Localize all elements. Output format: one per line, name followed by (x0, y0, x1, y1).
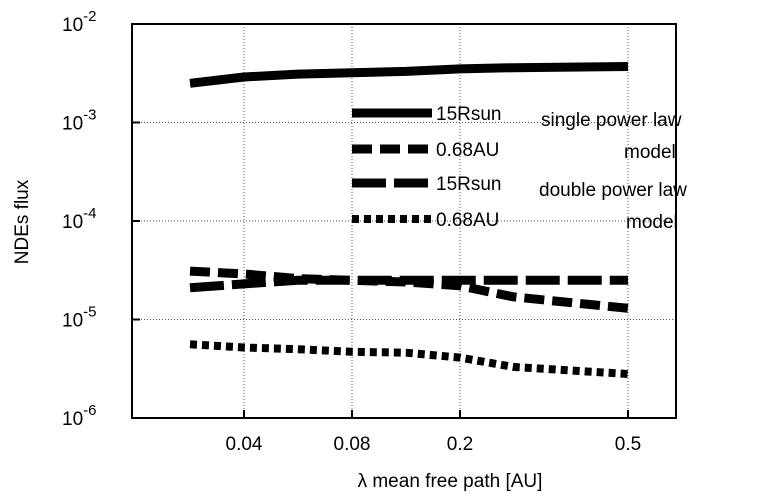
legend-series-label: 0.68AU (436, 140, 499, 161)
legend-model-subtitle: model (626, 212, 678, 233)
y-tick-exponent: -3 (83, 107, 96, 124)
legend-model-label: double power law (539, 180, 687, 201)
series-line-dashed (189, 266, 629, 313)
legend: 15Rsun 0.68AU 15Rsun 0.68AU single power law… (352, 104, 687, 233)
x-tick-label: 0.04 (226, 434, 263, 455)
y-tick-exponent: -4 (83, 205, 96, 222)
series-lines (189, 62, 629, 378)
grid (132, 24, 676, 418)
y-tick-base: 10 (62, 15, 83, 36)
y-tick-base: 10 (62, 311, 83, 332)
x-tick-label: 0.08 (334, 434, 371, 455)
y-tick-label: 10-6 (62, 402, 96, 430)
x-axis: 0.04 0.08 0.2 0.5 (226, 410, 641, 455)
y-tick-label: 10-2 (62, 8, 96, 36)
legend-series-label: 15Rsun (436, 174, 502, 195)
y-tick-base: 10 (62, 212, 83, 233)
y-tick-label: 10-4 (62, 205, 96, 233)
y-axis-title: NDEs flux (12, 179, 33, 264)
x-axis-title: λ mean free path [AU] (358, 471, 543, 492)
legend-series-label: 15Rsun (436, 104, 502, 125)
series-line-solid (189, 62, 629, 88)
legend-series-label: 0.68AU (436, 210, 499, 231)
legend-model-subtitle: model (624, 142, 676, 163)
y-tick-base: 10 (62, 114, 83, 135)
y-tick-exponent: -5 (83, 304, 96, 321)
series-line-long-dashed (189, 275, 628, 293)
legend-model-label: single power law (541, 110, 682, 131)
y-tick-label: 10-5 (62, 304, 96, 332)
x-tick-label: 0.2 (447, 434, 473, 455)
y-tick-exponent: -2 (83, 8, 96, 25)
y-axis: 10-210-310-410-510-6 (62, 8, 140, 430)
series-line-dotted (189, 340, 629, 378)
y-tick-label: 10-3 (62, 107, 96, 135)
y-tick-exponent: -6 (83, 402, 96, 419)
x-tick-label: 0.5 (615, 434, 641, 455)
y-tick-base: 10 (62, 409, 83, 430)
